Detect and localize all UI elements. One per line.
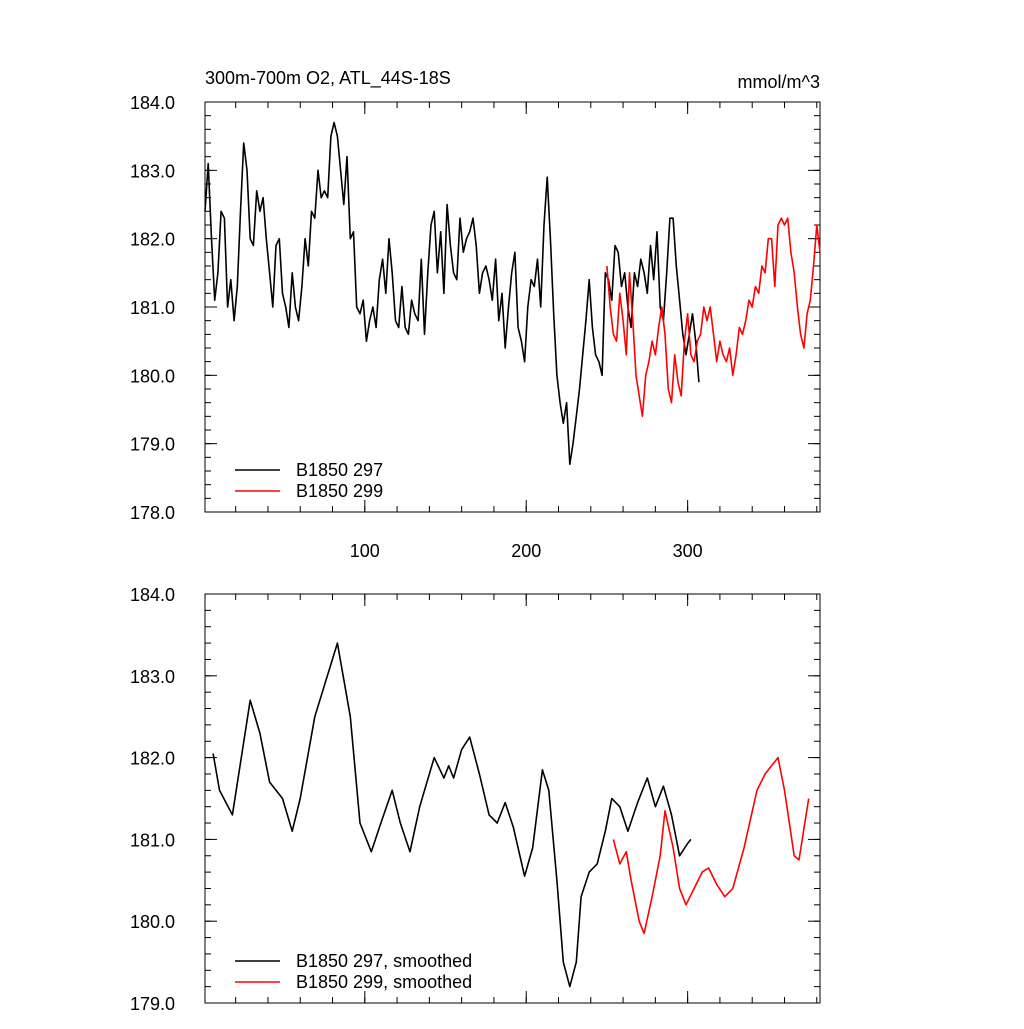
y-tick-label: 178.0 bbox=[130, 503, 175, 523]
legend-label: B1850 297 bbox=[296, 460, 383, 480]
y-tick-label: 184.0 bbox=[130, 585, 175, 605]
x-tick-label: 100 bbox=[350, 541, 380, 561]
series-line bbox=[204, 121, 700, 465]
y-tick-label: 181.0 bbox=[130, 830, 175, 850]
x-tick-label: 300 bbox=[673, 541, 703, 561]
y-tick-label: 179.0 bbox=[130, 994, 175, 1014]
y-tick-label: 182.0 bbox=[130, 230, 175, 250]
legend-label: B1850 297, smoothed bbox=[296, 951, 472, 971]
series-line bbox=[606, 217, 821, 418]
y-tick-label: 182.0 bbox=[130, 749, 175, 769]
series-line bbox=[212, 642, 692, 988]
y-tick-label: 183.0 bbox=[130, 161, 175, 181]
legend-label: B1850 299 bbox=[296, 481, 383, 501]
y-tick-label: 181.0 bbox=[130, 298, 175, 318]
y-tick-label: 180.0 bbox=[130, 366, 175, 386]
y-tick-label: 184.0 bbox=[130, 93, 175, 113]
y-tick-label: 179.0 bbox=[130, 435, 175, 455]
units-label: mmol/m^3 bbox=[738, 72, 820, 92]
y-tick-label: 180.0 bbox=[130, 912, 175, 932]
y-tick-label: 183.0 bbox=[130, 667, 175, 687]
chart-title: 300m-700m O2, ATL_44S-18S bbox=[205, 68, 451, 89]
plot-frame bbox=[204, 593, 821, 1004]
x-tick-label: 200 bbox=[511, 541, 541, 561]
plot-frame bbox=[204, 101, 821, 513]
series-line bbox=[612, 756, 810, 935]
legend-label: B1850 299, smoothed bbox=[296, 972, 472, 992]
